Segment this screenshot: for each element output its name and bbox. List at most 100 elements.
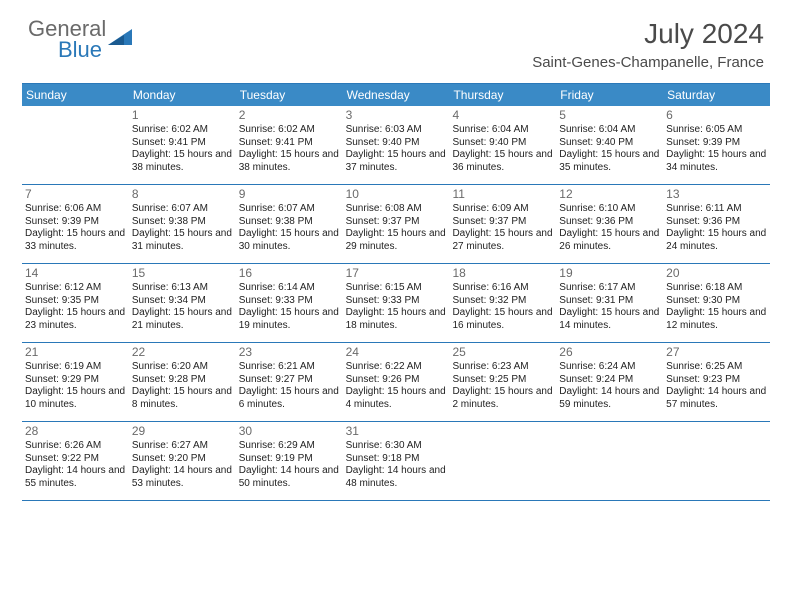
daylight-text: Daylight: 15 hours and 19 minutes. [239, 307, 340, 332]
sunrise-text: Sunrise: 6:07 AM [239, 203, 340, 216]
sunrise-text: Sunrise: 6:12 AM [25, 282, 126, 295]
weekday-header: Thursday [449, 84, 556, 106]
day-number: 30 [239, 424, 340, 439]
day-cell: 3Sunrise: 6:03 AMSunset: 9:40 PMDaylight… [343, 106, 450, 184]
sunrise-text: Sunrise: 6:02 AM [239, 124, 340, 137]
sunset-text: Sunset: 9:41 PM [239, 137, 340, 150]
daylight-text: Daylight: 15 hours and 34 minutes. [666, 149, 767, 174]
daylight-text: Daylight: 14 hours and 55 minutes. [25, 465, 126, 490]
day-number: 25 [452, 345, 553, 360]
daylight-text: Daylight: 15 hours and 29 minutes. [346, 228, 447, 253]
sunrise-text: Sunrise: 6:30 AM [346, 440, 447, 453]
week-row: 14Sunrise: 6:12 AMSunset: 9:35 PMDayligh… [22, 264, 770, 343]
day-cell: 31Sunrise: 6:30 AMSunset: 9:18 PMDayligh… [343, 422, 450, 500]
daylight-text: Daylight: 14 hours and 50 minutes. [239, 465, 340, 490]
sunrise-text: Sunrise: 6:18 AM [666, 282, 767, 295]
day-cell: 10Sunrise: 6:08 AMSunset: 9:37 PMDayligh… [343, 185, 450, 263]
day-number: 21 [25, 345, 126, 360]
day-number: 24 [346, 345, 447, 360]
daylight-text: Daylight: 15 hours and 10 minutes. [25, 386, 126, 411]
sunrise-text: Sunrise: 6:20 AM [132, 361, 233, 374]
logo: General Blue [28, 18, 134, 61]
day-cell: 9Sunrise: 6:07 AMSunset: 9:38 PMDaylight… [236, 185, 343, 263]
day-cell: 17Sunrise: 6:15 AMSunset: 9:33 PMDayligh… [343, 264, 450, 342]
sunset-text: Sunset: 9:39 PM [666, 137, 767, 150]
sunset-text: Sunset: 9:31 PM [559, 295, 660, 308]
daylight-text: Daylight: 14 hours and 53 minutes. [132, 465, 233, 490]
day-number: 9 [239, 187, 340, 202]
sunrise-text: Sunrise: 6:03 AM [346, 124, 447, 137]
sunset-text: Sunset: 9:39 PM [25, 216, 126, 229]
daylight-text: Daylight: 15 hours and 33 minutes. [25, 228, 126, 253]
sunrise-text: Sunrise: 6:29 AM [239, 440, 340, 453]
day-number: 17 [346, 266, 447, 281]
day-cell: 26Sunrise: 6:24 AMSunset: 9:24 PMDayligh… [556, 343, 663, 421]
day-cell: 15Sunrise: 6:13 AMSunset: 9:34 PMDayligh… [129, 264, 236, 342]
sunrise-text: Sunrise: 6:05 AM [666, 124, 767, 137]
sunrise-text: Sunrise: 6:14 AM [239, 282, 340, 295]
daylight-text: Daylight: 15 hours and 16 minutes. [452, 307, 553, 332]
sunrise-text: Sunrise: 6:02 AM [132, 124, 233, 137]
day-cell: 6Sunrise: 6:05 AMSunset: 9:39 PMDaylight… [663, 106, 770, 184]
sunset-text: Sunset: 9:28 PM [132, 374, 233, 387]
sunset-text: Sunset: 9:20 PM [132, 453, 233, 466]
sunrise-text: Sunrise: 6:23 AM [452, 361, 553, 374]
sunset-text: Sunset: 9:37 PM [452, 216, 553, 229]
sunset-text: Sunset: 9:33 PM [346, 295, 447, 308]
day-cell: 18Sunrise: 6:16 AMSunset: 9:32 PMDayligh… [449, 264, 556, 342]
daylight-text: Daylight: 15 hours and 18 minutes. [346, 307, 447, 332]
daylight-text: Daylight: 15 hours and 24 minutes. [666, 228, 767, 253]
week-row: 28Sunrise: 6:26 AMSunset: 9:22 PMDayligh… [22, 422, 770, 501]
sunset-text: Sunset: 9:34 PM [132, 295, 233, 308]
day-number: 23 [239, 345, 340, 360]
sunrise-text: Sunrise: 6:10 AM [559, 203, 660, 216]
day-cell: 29Sunrise: 6:27 AMSunset: 9:20 PMDayligh… [129, 422, 236, 500]
day-cell: 16Sunrise: 6:14 AMSunset: 9:33 PMDayligh… [236, 264, 343, 342]
weekday-header: Monday [129, 84, 236, 106]
sunrise-text: Sunrise: 6:26 AM [25, 440, 126, 453]
day-number: 27 [666, 345, 767, 360]
sunset-text: Sunset: 9:25 PM [452, 374, 553, 387]
day-cell: 22Sunrise: 6:20 AMSunset: 9:28 PMDayligh… [129, 343, 236, 421]
day-number: 28 [25, 424, 126, 439]
sunrise-text: Sunrise: 6:27 AM [132, 440, 233, 453]
day-number: 14 [25, 266, 126, 281]
daylight-text: Daylight: 15 hours and 31 minutes. [132, 228, 233, 253]
day-cell: 12Sunrise: 6:10 AMSunset: 9:36 PMDayligh… [556, 185, 663, 263]
daylight-text: Daylight: 15 hours and 26 minutes. [559, 228, 660, 253]
sunset-text: Sunset: 9:19 PM [239, 453, 340, 466]
day-number: 20 [666, 266, 767, 281]
daylight-text: Daylight: 15 hours and 27 minutes. [452, 228, 553, 253]
day-number: 7 [25, 187, 126, 202]
day-cell [22, 106, 129, 184]
daylight-text: Daylight: 15 hours and 30 minutes. [239, 228, 340, 253]
day-number: 10 [346, 187, 447, 202]
weeks-container: 1Sunrise: 6:02 AMSunset: 9:41 PMDaylight… [22, 106, 770, 501]
daylight-text: Daylight: 15 hours and 4 minutes. [346, 386, 447, 411]
daylight-text: Daylight: 14 hours and 48 minutes. [346, 465, 447, 490]
daylight-text: Daylight: 15 hours and 8 minutes. [132, 386, 233, 411]
day-number: 6 [666, 108, 767, 123]
weekday-row: Sunday Monday Tuesday Wednesday Thursday… [22, 84, 770, 106]
sunrise-text: Sunrise: 6:15 AM [346, 282, 447, 295]
sunset-text: Sunset: 9:24 PM [559, 374, 660, 387]
day-cell: 11Sunrise: 6:09 AMSunset: 9:37 PMDayligh… [449, 185, 556, 263]
daylight-text: Daylight: 15 hours and 12 minutes. [666, 307, 767, 332]
day-cell: 1Sunrise: 6:02 AMSunset: 9:41 PMDaylight… [129, 106, 236, 184]
sunrise-text: Sunrise: 6:06 AM [25, 203, 126, 216]
week-row: 1Sunrise: 6:02 AMSunset: 9:41 PMDaylight… [22, 106, 770, 185]
day-number: 4 [452, 108, 553, 123]
sunset-text: Sunset: 9:32 PM [452, 295, 553, 308]
day-number: 26 [559, 345, 660, 360]
sunrise-text: Sunrise: 6:22 AM [346, 361, 447, 374]
day-cell: 23Sunrise: 6:21 AMSunset: 9:27 PMDayligh… [236, 343, 343, 421]
day-cell: 5Sunrise: 6:04 AMSunset: 9:40 PMDaylight… [556, 106, 663, 184]
sunset-text: Sunset: 9:38 PM [132, 216, 233, 229]
daylight-text: Daylight: 15 hours and 38 minutes. [239, 149, 340, 174]
weekday-header: Sunday [22, 84, 129, 106]
sunset-text: Sunset: 9:40 PM [346, 137, 447, 150]
daylight-text: Daylight: 15 hours and 6 minutes. [239, 386, 340, 411]
location: Saint-Genes-Champanelle, France [532, 54, 764, 71]
sunrise-text: Sunrise: 6:19 AM [25, 361, 126, 374]
logo-triangle-icon [108, 27, 134, 52]
